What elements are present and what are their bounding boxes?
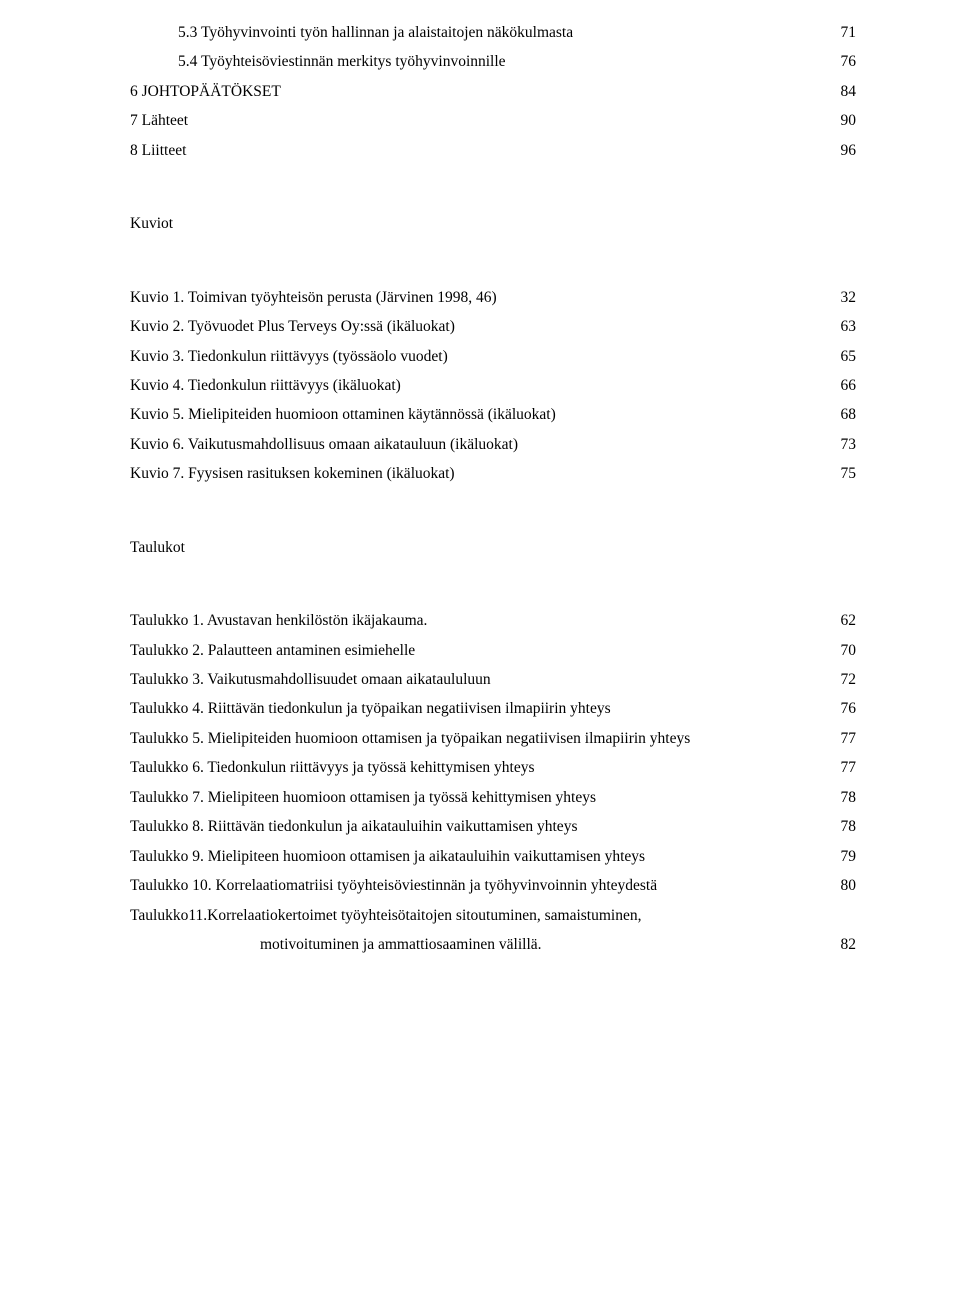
- taulukko-entry: Taulukko 2. Palautteen antaminen esimieh…: [130, 636, 856, 665]
- taulukko-page: 62: [828, 606, 856, 635]
- kuvio-page: 66: [828, 371, 856, 400]
- toc-page: 90: [828, 106, 856, 135]
- taulukko-label: Taulukko 1. Avustavan henkilöstön ikäjak…: [130, 606, 828, 635]
- kuviot-heading: Kuviot: [130, 209, 856, 238]
- taulukko-label: Taulukko 5. Mielipiteiden huomioon ottam…: [130, 724, 828, 753]
- toc-entry: 8 Liitteet 96: [130, 136, 856, 165]
- kuvio-label: Kuvio 5. Mielipiteiden huomioon ottamine…: [130, 400, 828, 429]
- taulukko-label-line1: Taulukko11.Korrelaatiokertoimet työyhtei…: [130, 901, 856, 930]
- kuvio-page: 73: [828, 430, 856, 459]
- taulukko-label: Taulukko 10. Korrelaatiomatriisi työyhte…: [130, 871, 828, 900]
- taulukko-entry: Taulukko 1. Avustavan henkilöstön ikäjak…: [130, 606, 856, 635]
- taulukko-entry: Taulukko 10. Korrelaatiomatriisi työyhte…: [130, 871, 856, 900]
- kuvio-page: 65: [828, 342, 856, 371]
- toc-label: 8 Liitteet: [130, 136, 828, 165]
- taulukko-entry: Taulukko 4. Riittävän tiedonkulun ja työ…: [130, 694, 856, 723]
- taulukko-page: 72: [828, 665, 856, 694]
- kuvio-label: Kuvio 6. Vaikutusmahdollisuus omaan aika…: [130, 430, 828, 459]
- taulukko-label: Taulukko 7. Mielipiteen huomioon ottamis…: [130, 783, 828, 812]
- kuvio-entry: Kuvio 7. Fyysisen rasituksen kokeminen (…: [130, 459, 856, 488]
- taulukko-page: 70: [828, 636, 856, 665]
- kuvio-entry: Kuvio 1. Toimivan työyhteisön perusta (J…: [130, 283, 856, 312]
- kuvio-label: Kuvio 2. Työvuodet Plus Terveys Oy:ssä (…: [130, 312, 828, 341]
- toc-page: 84: [828, 77, 856, 106]
- kuvio-label: Kuvio 3. Tiedonkulun riittävyys (työssäo…: [130, 342, 828, 371]
- kuvio-label: Kuvio 1. Toimivan työyhteisön perusta (J…: [130, 283, 828, 312]
- taulukko-label-line2: motivoituminen ja ammattiosaaminen välil…: [130, 930, 828, 959]
- kuvio-entry: Kuvio 2. Työvuodet Plus Terveys Oy:ssä (…: [130, 312, 856, 341]
- taulukko-entry: Taulukko 3. Vaikutusmahdollisuudet omaan…: [130, 665, 856, 694]
- taulukko-entry-multiline: Taulukko11.Korrelaatiokertoimet työyhtei…: [130, 901, 856, 960]
- taulukko-label: Taulukko 6. Tiedonkulun riittävyys ja ty…: [130, 753, 828, 782]
- toc-page: 96: [828, 136, 856, 165]
- taulukko-label: Taulukko 9. Mielipiteen huomioon ottamis…: [130, 842, 828, 871]
- taulukko-page: 80: [828, 871, 856, 900]
- taulukko-label: Taulukko 4. Riittävän tiedonkulun ja työ…: [130, 694, 828, 723]
- taulukot-heading: Taulukot: [130, 533, 856, 562]
- toc-entry: 6 JOHTOPÄÄTÖKSET 84: [130, 77, 856, 106]
- taulukko-label: Taulukko 3. Vaikutusmahdollisuudet omaan…: [130, 665, 828, 694]
- kuvio-entry: Kuvio 6. Vaikutusmahdollisuus omaan aika…: [130, 430, 856, 459]
- kuvio-entry: Kuvio 3. Tiedonkulun riittävyys (työssäo…: [130, 342, 856, 371]
- kuvio-page: 32: [828, 283, 856, 312]
- taulukko-entry: Taulukko 8. Riittävän tiedonkulun ja aik…: [130, 812, 856, 841]
- taulukko-page: 79: [828, 842, 856, 871]
- taulukko-page: 78: [828, 812, 856, 841]
- taulukko-page: 76: [828, 694, 856, 723]
- taulukko-entry: Taulukko 7. Mielipiteen huomioon ottamis…: [130, 783, 856, 812]
- taulukko-label-line2-row: motivoituminen ja ammattiosaaminen välil…: [130, 930, 856, 959]
- kuvio-page: 75: [828, 459, 856, 488]
- toc-label: 5.3 Työhyvinvointi työn hallinnan ja ala…: [178, 18, 828, 47]
- toc-entry: 5.3 Työhyvinvointi työn hallinnan ja ala…: [130, 18, 856, 47]
- taulukko-page: 77: [828, 724, 856, 753]
- taulukko-page: 82: [828, 930, 856, 959]
- taulukko-page: 77: [828, 753, 856, 782]
- taulukko-entry: Taulukko 5. Mielipiteiden huomioon ottam…: [130, 724, 856, 753]
- toc-entry: 5.4 Työyhteisöviestinnän merkitys työhyv…: [130, 47, 856, 76]
- toc-label: 7 Lähteet: [130, 106, 828, 135]
- toc-page: 76: [828, 47, 856, 76]
- kuvio-entry: Kuvio 5. Mielipiteiden huomioon ottamine…: [130, 400, 856, 429]
- kuvio-entry: Kuvio 4. Tiedonkulun riittävyys (ikäluok…: [130, 371, 856, 400]
- taulukko-entry: Taulukko 6. Tiedonkulun riittävyys ja ty…: [130, 753, 856, 782]
- taulukko-entry: Taulukko 9. Mielipiteen huomioon ottamis…: [130, 842, 856, 871]
- kuvio-label: Kuvio 4. Tiedonkulun riittävyys (ikäluok…: [130, 371, 828, 400]
- toc-entry: 7 Lähteet 90: [130, 106, 856, 135]
- taulukko-page: 78: [828, 783, 856, 812]
- taulukko-label: Taulukko 2. Palautteen antaminen esimieh…: [130, 636, 828, 665]
- kuvio-label: Kuvio 7. Fyysisen rasituksen kokeminen (…: [130, 459, 828, 488]
- document-page: 5.3 Työhyvinvointi työn hallinnan ja ala…: [0, 0, 960, 1293]
- kuvio-page: 68: [828, 400, 856, 429]
- taulukko-label: Taulukko 8. Riittävän tiedonkulun ja aik…: [130, 812, 828, 841]
- toc-label: 6 JOHTOPÄÄTÖKSET: [130, 77, 828, 106]
- kuvio-page: 63: [828, 312, 856, 341]
- toc-label: 5.4 Työyhteisöviestinnän merkitys työhyv…: [178, 47, 828, 76]
- toc-page: 71: [828, 18, 856, 47]
